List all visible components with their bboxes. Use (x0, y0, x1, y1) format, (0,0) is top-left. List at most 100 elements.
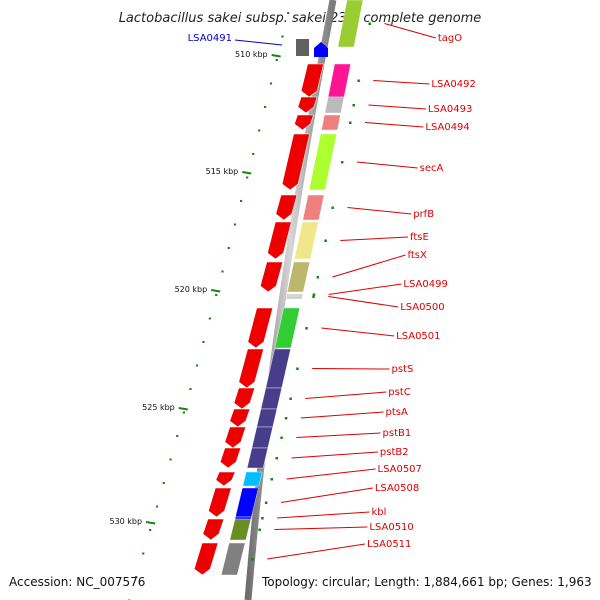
label-leader (356, 161, 418, 169)
label-leader (286, 468, 376, 480)
tick-mark (271, 54, 281, 58)
feature-marker (357, 79, 360, 82)
minor-tick (202, 341, 205, 343)
cds-arrow (275, 194, 298, 221)
cog-feature (287, 261, 311, 293)
gene-label[interactable]: secA (420, 163, 444, 174)
feature-marker (312, 293, 316, 296)
label-leader (328, 283, 402, 295)
gene-label[interactable]: LSA0493 (428, 104, 472, 115)
feature-marker (270, 478, 274, 481)
cog-feature (242, 471, 263, 487)
label-leader (332, 254, 406, 278)
cds-arrow (267, 221, 292, 260)
gene-features (193, 0, 372, 576)
label-leader (312, 368, 390, 370)
gene-label[interactable]: LSA0499 (403, 279, 447, 290)
minor-tick (182, 411, 185, 414)
cog-feature (246, 447, 269, 469)
cds-arrow (238, 348, 264, 389)
cds-arrow (259, 261, 284, 293)
gene-label[interactable]: LSA0508 (375, 483, 419, 494)
feature-marker (305, 327, 308, 330)
minor-tick (135, 576, 138, 578)
label-leader (300, 411, 384, 419)
feature-marker (331, 206, 334, 209)
tick-mark (242, 171, 252, 175)
gene-label[interactable]: tagO (438, 33, 462, 44)
gene-label[interactable]: pstS (392, 364, 414, 375)
feature-marker (348, 121, 352, 124)
label-leader (280, 487, 373, 503)
minor-tick (263, 106, 267, 108)
label-leader (340, 236, 409, 241)
cog-feature (229, 518, 252, 541)
minor-tick (275, 59, 278, 61)
label-leader (384, 23, 436, 39)
cog-feature (274, 307, 300, 349)
footer-backdrop (260, 572, 600, 592)
gene-label[interactable]: LSA0507 (378, 464, 422, 475)
gene-label-lsa0491[interactable]: LSA0491 (188, 33, 232, 44)
feature-marker (352, 104, 355, 107)
feature-marker (264, 501, 268, 504)
gene-label[interactable]: pstC (388, 387, 410, 398)
feature-marker (368, 22, 372, 25)
gene-label[interactable]: LSA0510 (369, 522, 413, 533)
minor-tick (227, 247, 230, 249)
gene-label[interactable]: LSA0492 (431, 79, 475, 90)
topology-summary: Topology: circular; Length: 1,884,661 bp… (261, 575, 592, 589)
cog-feature (285, 295, 303, 300)
gene-label[interactable]: ptsA (386, 407, 408, 418)
minor-tick (269, 82, 273, 85)
label-leader (234, 39, 283, 46)
minor-tick (189, 388, 192, 390)
cog-feature (302, 194, 325, 221)
feature-marker (280, 436, 283, 439)
gene-label[interactable]: ftsE (410, 232, 429, 243)
feature-marker (340, 161, 344, 164)
cog-feature (260, 387, 283, 410)
label-leader (305, 391, 387, 399)
cds-arrow (224, 426, 247, 449)
gene-label[interactable]: LSA0501 (396, 331, 440, 342)
cds-arrow (297, 96, 318, 114)
label-leader (328, 296, 399, 308)
feature-marker (261, 517, 264, 520)
cog-feature (327, 63, 351, 98)
cds-arrow (247, 307, 274, 349)
lsa0491-feature-gray (296, 39, 309, 56)
gene-label[interactable]: LSA0500 (400, 302, 444, 313)
gene-label[interactable]: LSA0494 (425, 122, 469, 133)
gene-label[interactable]: kbl (372, 507, 387, 518)
minor-tick (149, 529, 152, 531)
cog-feature (294, 221, 319, 260)
label-leader (267, 543, 366, 560)
cog-feature (324, 96, 345, 114)
tick-label: 530 kbp (109, 517, 142, 526)
label-leader (291, 451, 378, 459)
gene-label[interactable]: LSA0511 (367, 539, 411, 550)
gene-label[interactable]: pstB2 (380, 447, 409, 458)
cds-arrow (193, 542, 219, 576)
minor-tick (176, 435, 179, 437)
label-leader (296, 432, 381, 438)
gene-labels: tagO LSA0492 LSA0493 LSA0494 secA prfB ftsE fts… (188, 23, 476, 560)
cog-feature (251, 426, 274, 449)
scale-ticks: 510 kbp 515 kbp 520 kbp 525 kbp 530 kbp (109, 12, 290, 600)
genome-backbone (244, 0, 337, 600)
label-leader (274, 526, 368, 530)
minor-tick (252, 153, 255, 155)
map-title: Lactobacillus sakei subsp. sakei 23K, co… (119, 11, 482, 26)
cog-feature (321, 114, 341, 131)
tick-mark (178, 407, 188, 411)
feature-marker (284, 417, 288, 420)
cds-arrow (215, 471, 236, 487)
gene-label[interactable]: pstB1 (383, 428, 412, 439)
minor-tick (208, 317, 211, 320)
gene-label[interactable]: ftsX (407, 250, 426, 261)
tick-label: 520 kbp (175, 285, 208, 294)
feature-marker (289, 397, 292, 400)
minor-tick (287, 12, 290, 14)
gene-label[interactable]: prfB (413, 209, 434, 220)
